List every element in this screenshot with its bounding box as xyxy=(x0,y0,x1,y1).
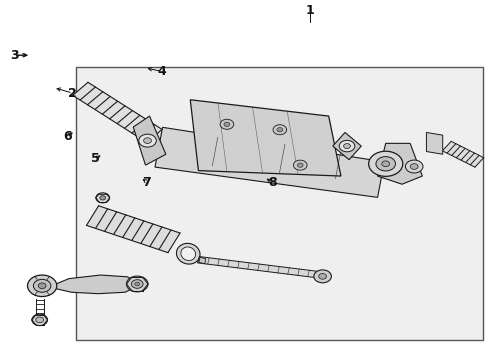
Polygon shape xyxy=(86,206,180,253)
Bar xyxy=(76,67,483,339)
Polygon shape xyxy=(426,132,442,154)
Polygon shape xyxy=(332,132,361,160)
Circle shape xyxy=(313,270,331,283)
Circle shape xyxy=(381,161,389,167)
Text: 8: 8 xyxy=(268,176,277,189)
Circle shape xyxy=(297,163,303,167)
Polygon shape xyxy=(190,100,340,176)
Circle shape xyxy=(143,138,151,144)
Circle shape xyxy=(220,119,233,129)
Text: 2: 2 xyxy=(68,87,77,100)
Polygon shape xyxy=(442,141,483,167)
Circle shape xyxy=(33,279,51,292)
Circle shape xyxy=(139,134,156,147)
Polygon shape xyxy=(197,257,319,278)
Text: 3: 3 xyxy=(10,49,19,62)
Circle shape xyxy=(405,160,422,173)
Text: 1: 1 xyxy=(305,4,314,17)
Circle shape xyxy=(135,282,140,286)
Polygon shape xyxy=(377,143,422,184)
Circle shape xyxy=(36,317,43,323)
Ellipse shape xyxy=(176,243,200,264)
Polygon shape xyxy=(73,82,169,147)
Circle shape xyxy=(100,196,105,200)
Circle shape xyxy=(276,127,282,132)
Circle shape xyxy=(96,193,109,203)
Circle shape xyxy=(131,280,143,288)
Circle shape xyxy=(38,283,46,289)
Ellipse shape xyxy=(181,247,195,261)
Circle shape xyxy=(224,122,229,126)
Circle shape xyxy=(409,164,417,170)
Circle shape xyxy=(293,160,306,170)
Polygon shape xyxy=(133,116,165,165)
Circle shape xyxy=(339,140,354,152)
Circle shape xyxy=(375,157,395,171)
Text: 7: 7 xyxy=(142,176,151,189)
Text: 5: 5 xyxy=(91,152,100,165)
Polygon shape xyxy=(155,127,384,197)
Circle shape xyxy=(32,314,47,325)
Text: 4: 4 xyxy=(157,65,165,78)
Text: 6: 6 xyxy=(63,130,72,143)
Circle shape xyxy=(343,144,350,149)
Circle shape xyxy=(126,276,148,292)
Polygon shape xyxy=(56,275,135,294)
Polygon shape xyxy=(199,257,205,264)
Circle shape xyxy=(318,274,326,279)
Circle shape xyxy=(27,275,57,297)
Circle shape xyxy=(368,151,402,176)
Circle shape xyxy=(272,125,286,135)
